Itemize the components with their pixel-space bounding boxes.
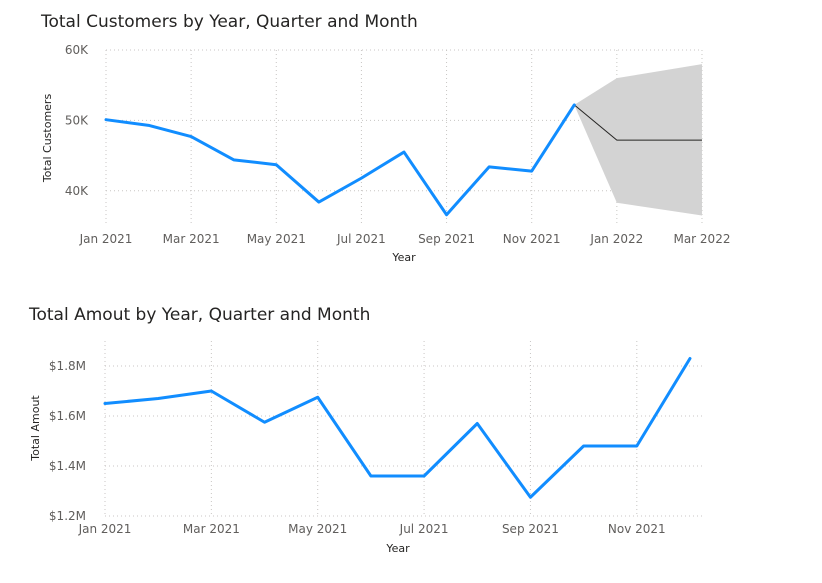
x-tick-label: May 2021 (247, 232, 306, 246)
x-tick-label: May 2021 (288, 522, 347, 536)
x-tick-label: Sep 2021 (418, 232, 475, 246)
x-tick-label: Mar 2021 (163, 232, 220, 246)
y-tick-label: $1.8M (49, 359, 86, 373)
x-tick-label: Nov 2021 (503, 232, 561, 246)
x-axis-title: Year (391, 251, 416, 264)
x-tick-label: Sep 2021 (502, 522, 559, 536)
amount-chart: $1.2M $1.4M $1.6M $1.8M Jan 2021 Mar 2021 May … (29, 341, 702, 555)
x-tick-label: Jan 2022 (589, 232, 643, 246)
customers-chart: 40K 50K 60K Jan 2021 Mar 2021 May 2021 Jul 202… (41, 43, 730, 264)
x-axis-title: Year (385, 542, 410, 555)
x-tick-label: Nov 2021 (608, 522, 666, 536)
y-tick-label: $1.4M (49, 459, 86, 473)
series-line-total-customers (104, 103, 576, 217)
x-tick-label: Jan 2021 (79, 232, 133, 246)
y-tick-label: 50K (65, 113, 89, 127)
x-tick-label: Jul 2021 (336, 232, 386, 246)
x-tick-label: Jan 2021 (78, 522, 132, 536)
y-axis-title: Total Customers (41, 94, 54, 184)
y-tick-label: $1.2M (49, 509, 86, 523)
y-tick-label: 40K (65, 184, 89, 198)
y-tick-label: 60K (65, 43, 89, 57)
y-axis-title: Total Amout (29, 395, 42, 462)
y-tick-label: $1.6M (49, 409, 86, 423)
chart-title-customers: Total Customers by Year, Quarter and Mon… (41, 12, 418, 32)
x-tick-label: Jul 2021 (399, 522, 449, 536)
chart-title-amount: Total Amout by Year, Quarter and Month (29, 305, 371, 325)
series-line-total-amount (103, 357, 692, 499)
x-tick-label: Mar 2022 (673, 232, 730, 246)
x-tick-label: Mar 2021 (183, 522, 240, 536)
forecast-line (573, 104, 702, 141)
